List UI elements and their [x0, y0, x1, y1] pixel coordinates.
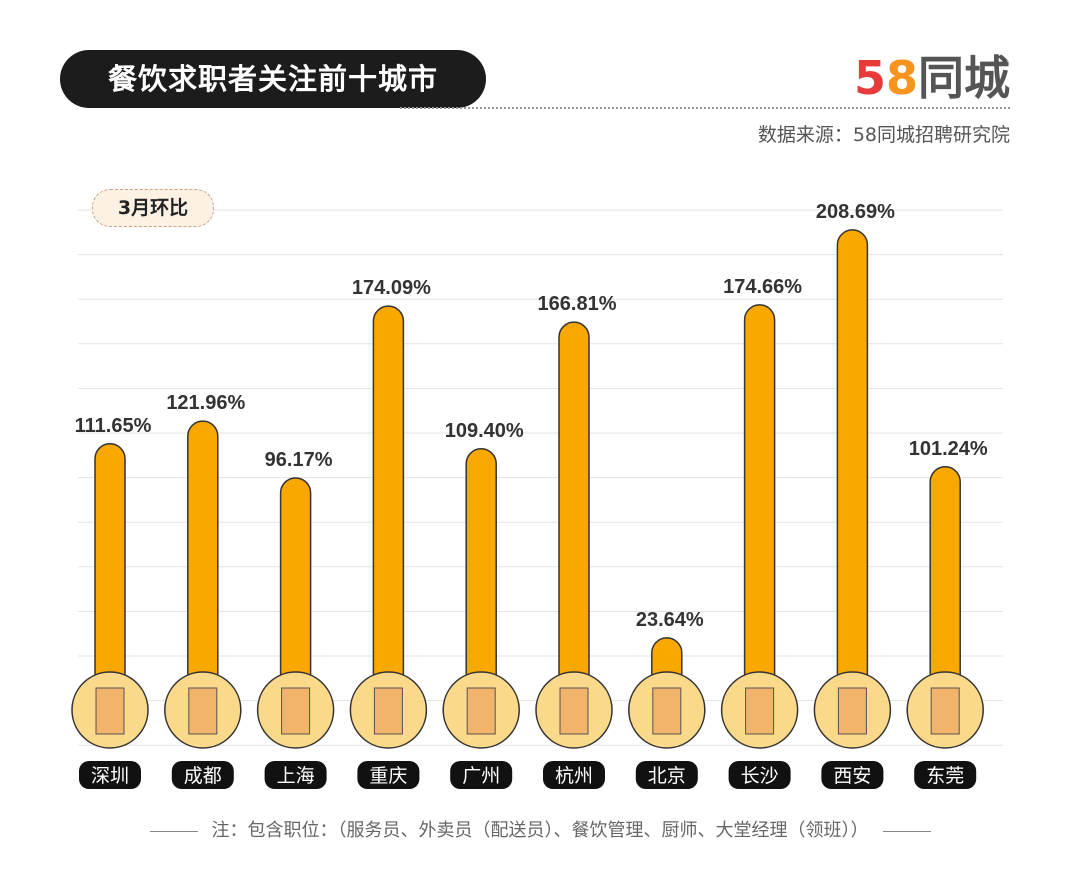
bar-7 [743, 304, 776, 721]
page-title: 餐饮求职者关注前十城市 [60, 50, 486, 108]
data-label: 166.81% [538, 293, 617, 315]
data-label: 121.96% [166, 392, 245, 414]
city-label-bg [450, 761, 513, 789]
city-label-bg [79, 761, 141, 789]
building-icon [930, 687, 960, 735]
building-icon [559, 687, 589, 735]
city-label-bg [728, 761, 791, 789]
city-label: 成都 [184, 765, 222, 787]
building-icon [466, 687, 496, 735]
city-label: 上海 [277, 765, 315, 787]
legend-badge: 3月环比 [92, 189, 214, 227]
divider [400, 107, 1010, 109]
data-label: 96.17% [265, 449, 333, 471]
city-label: 长沙 [741, 765, 779, 787]
city-label: 重庆 [369, 765, 407, 787]
city-label-bg [357, 761, 420, 789]
footnote: 注：包含职位：（服务员、外卖员（配送员）、餐饮管理、厨师、大堂经理（领班）） [0, 816, 1080, 842]
city-label-bg [635, 761, 698, 789]
city-label: 深圳 [91, 765, 129, 787]
building-icon [95, 687, 125, 735]
data-label: 101.24% [909, 438, 988, 460]
city-label: 西安 [833, 765, 871, 787]
data-label: 174.09% [352, 277, 431, 299]
building-icon [188, 687, 218, 735]
data-label: 174.66% [723, 276, 802, 298]
building-icon [373, 687, 403, 735]
data-label: 208.69% [816, 201, 895, 223]
building-icon [837, 687, 867, 735]
logo-58tongcheng: 58同城 [853, 51, 1010, 105]
city-label-bg [264, 761, 327, 789]
city-label: 东莞 [926, 765, 964, 787]
city-label-bg [171, 761, 234, 789]
city-label: 杭州 [555, 765, 593, 787]
city-label: 北京 [648, 765, 686, 787]
city-label: 广州 [462, 765, 500, 787]
building-icon [281, 687, 311, 735]
city-label-bg [821, 761, 884, 789]
data-label: 111.65% [75, 415, 152, 437]
building-icon [652, 687, 682, 735]
city-label-bg [543, 761, 605, 789]
data-label: 23.64% [636, 609, 704, 631]
bar-8 [836, 229, 869, 721]
data-source: 数据来源：58同城招聘研究院 [757, 124, 1010, 146]
bar-3 [372, 305, 405, 721]
data-label: 109.40% [445, 420, 524, 442]
building-icon [745, 687, 775, 735]
city-label-bg [914, 761, 977, 789]
bar-5 [558, 321, 590, 721]
